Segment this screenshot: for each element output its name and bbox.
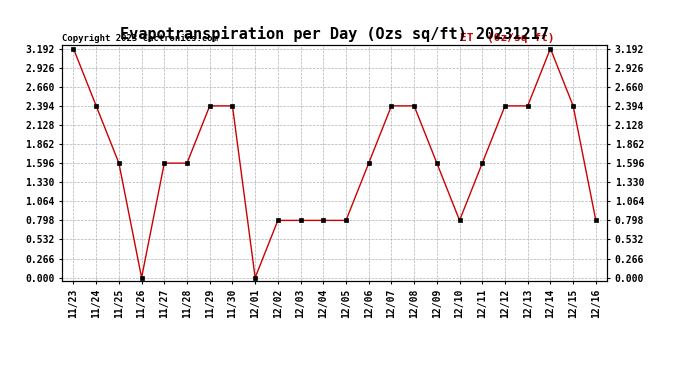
Text: ET  (0z/sq ft): ET (0z/sq ft) (460, 33, 555, 43)
Text: Copyright 2023 Cactronics.com: Copyright 2023 Cactronics.com (62, 34, 218, 43)
Title: Evapotranspiration per Day (Ozs sq/ft) 20231217: Evapotranspiration per Day (Ozs sq/ft) 2… (120, 27, 549, 42)
